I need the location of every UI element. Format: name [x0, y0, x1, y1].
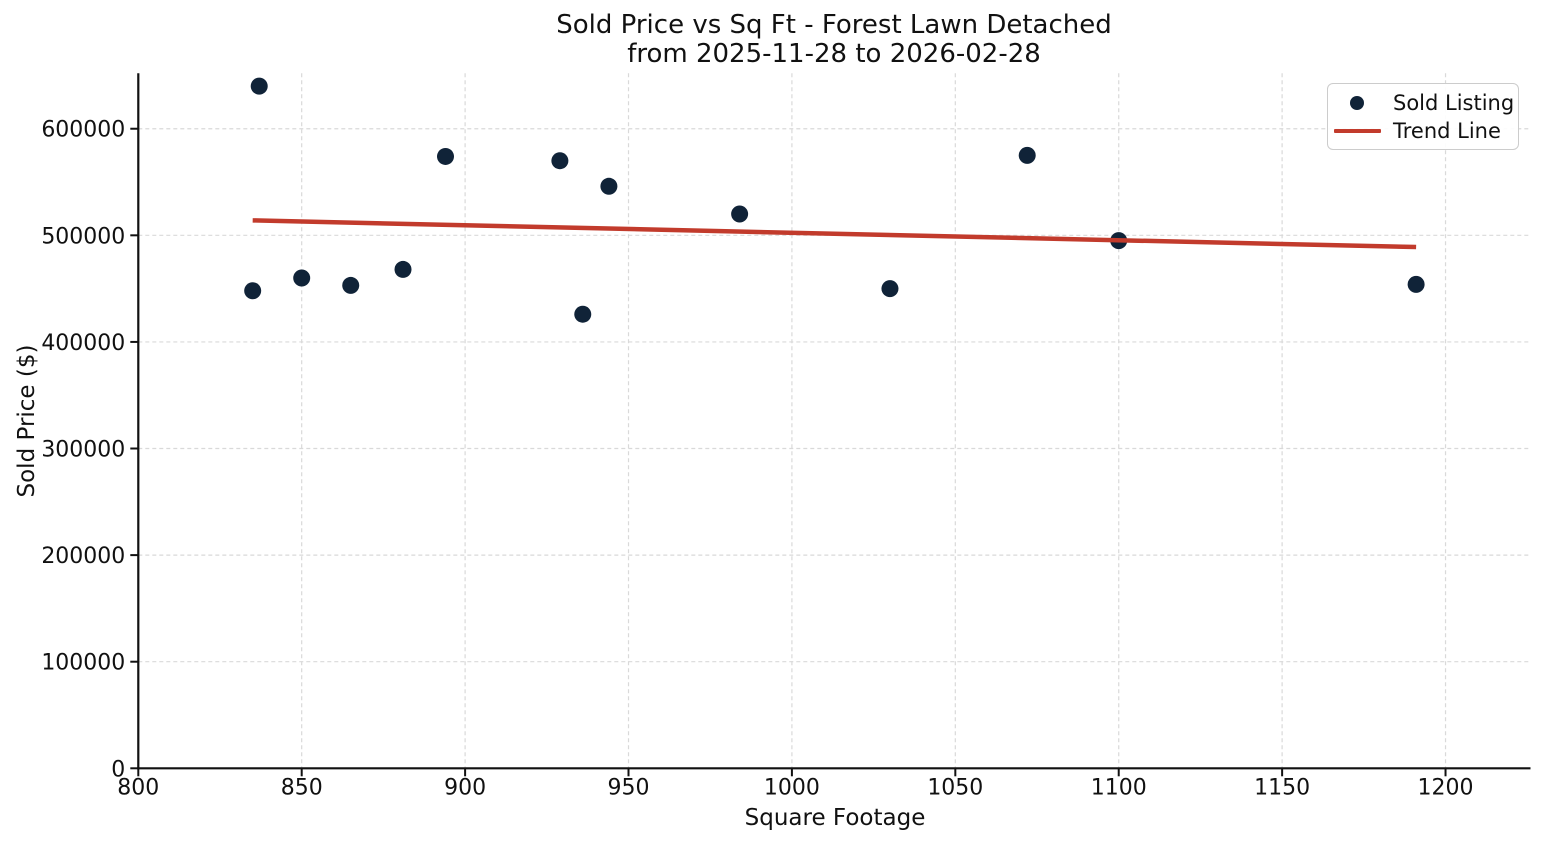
legend-item-trend-line: Trend Line — [1328, 117, 1518, 145]
y-axis-label: Sold Price ($) — [14, 344, 40, 498]
scatter-point — [342, 276, 360, 294]
y-tick-label: 400000 — [41, 331, 125, 356]
trend-line — [252, 218, 1417, 250]
legend: Sold Listing Trend Line — [1327, 83, 1519, 150]
y-tick-label: 0 — [111, 757, 125, 782]
scatter-point — [293, 269, 311, 287]
x-tick-label: 950 — [608, 775, 650, 800]
scatter-point — [574, 305, 592, 323]
y-tick-label: 500000 — [41, 224, 125, 249]
y-tick-label: 100000 — [41, 651, 125, 676]
chart-title: Sold Price vs Sq Ft - Forest Lawn Detach… — [556, 10, 1112, 40]
y-tick-label: 300000 — [41, 438, 125, 463]
legend-item-sold-listing: Sold Listing — [1328, 89, 1518, 117]
scatter-point — [731, 205, 749, 223]
scatter-point — [436, 147, 454, 165]
x-tick-label: 1200 — [1418, 775, 1474, 800]
legend-marker-cell — [1328, 96, 1386, 110]
trend-line-icon — [1333, 128, 1381, 134]
y-tick-label: 200000 — [41, 544, 125, 569]
x-tick-label: 800 — [117, 775, 159, 800]
sold-listing-marker-icon — [1350, 96, 1364, 110]
scatter-point — [250, 77, 268, 95]
y-tick-label: 600000 — [41, 118, 125, 143]
x-tick-label: 1100 — [1091, 775, 1147, 800]
scatter-point — [1018, 146, 1036, 164]
x-tick-label: 900 — [444, 775, 486, 800]
legend-label-trend-line: Trend Line — [1393, 119, 1501, 143]
x-tick-label: 850 — [281, 775, 323, 800]
scatter-point — [394, 260, 412, 278]
scatter-point — [881, 280, 899, 298]
x-tick-label: 1000 — [764, 775, 820, 800]
legend-label-sold-listing: Sold Listing — [1393, 91, 1515, 115]
scatter-point — [1407, 275, 1425, 293]
x-axis-label: Square Footage — [744, 805, 926, 831]
x-tick-label: 1050 — [927, 775, 983, 800]
legend-marker-cell — [1328, 128, 1386, 134]
scatter-point — [551, 152, 569, 170]
chart-title-block: Sold Price vs Sq Ft - Forest Lawn Detach… — [556, 11, 1112, 68]
x-tick-label: 1150 — [1254, 775, 1310, 800]
chart-subtitle: from 2025-11-28 to 2026-02-28 — [627, 38, 1041, 69]
scatter-point — [244, 282, 262, 300]
scatter-point — [600, 177, 618, 195]
